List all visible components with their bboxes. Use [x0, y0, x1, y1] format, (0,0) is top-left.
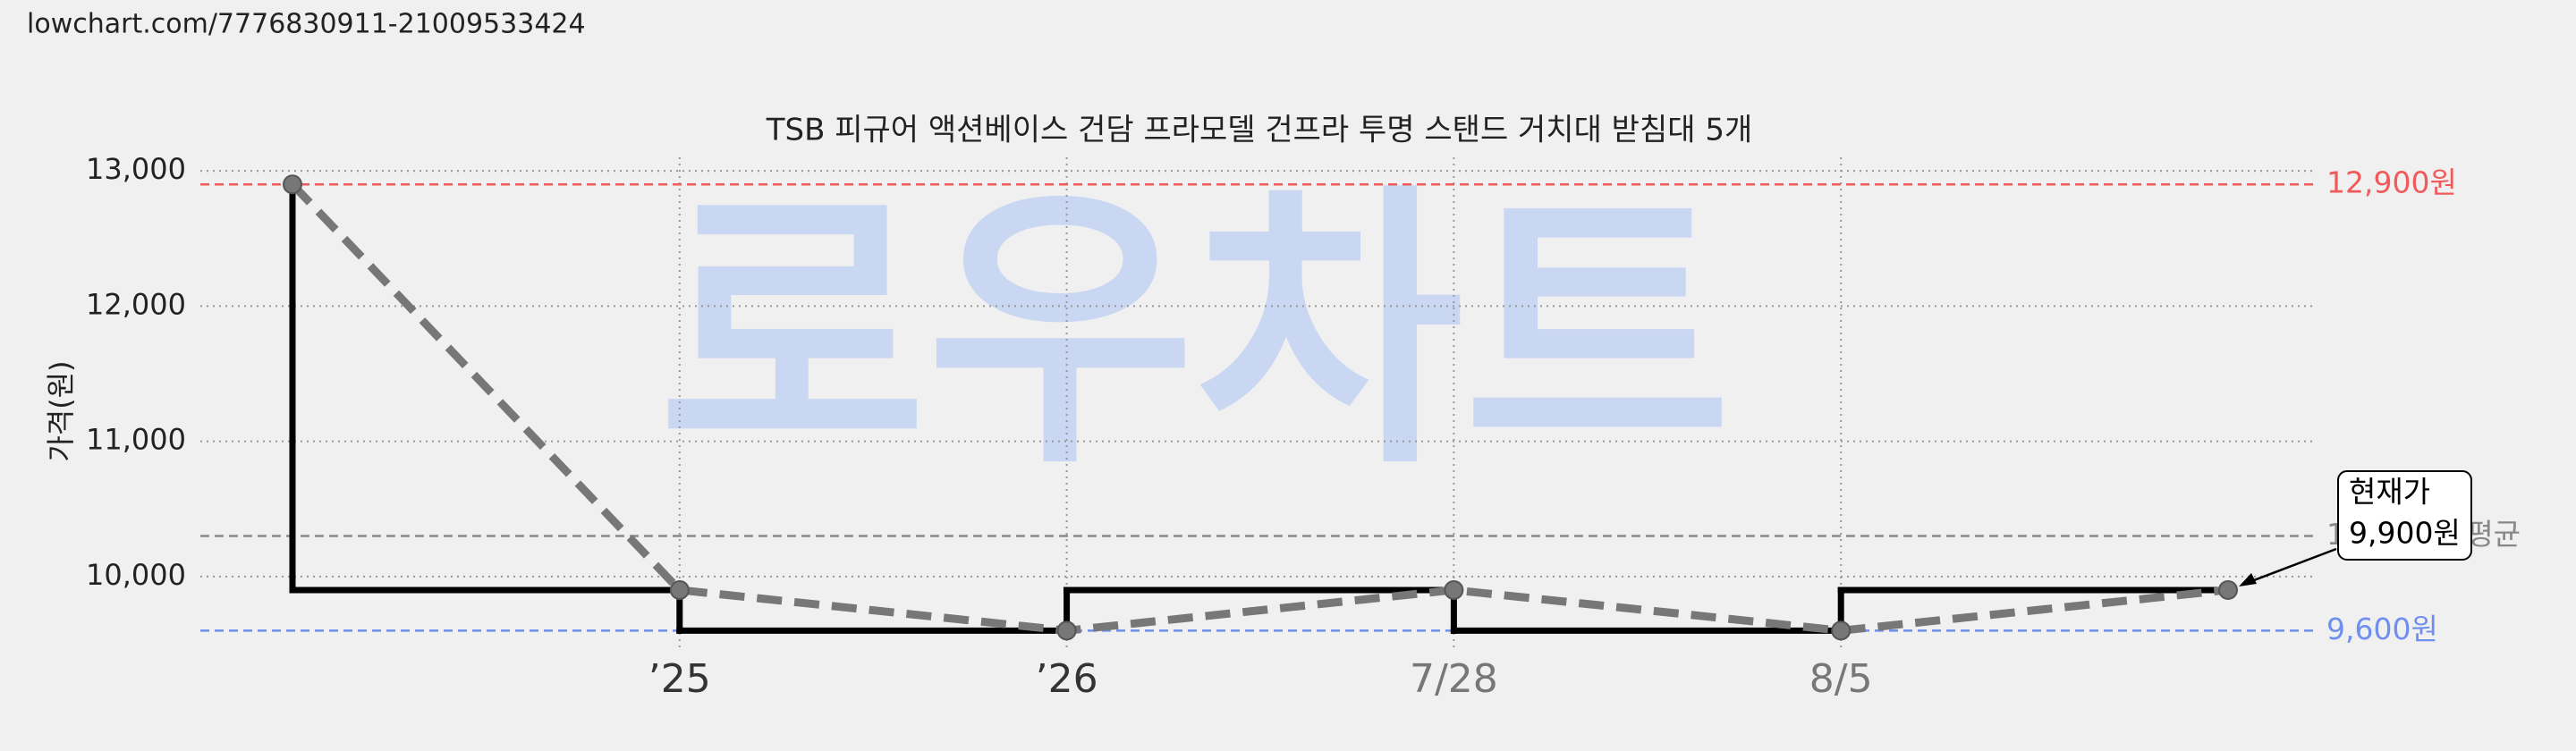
x-tick-label: ’26	[1036, 656, 1098, 702]
annotation-box	[2337, 470, 2472, 561]
y-axis-label: 가격(원)	[44, 360, 78, 461]
page-url: lowchart.com/7776830911-21009533424	[27, 9, 586, 40]
point	[1831, 620, 1852, 641]
annotation-arrow	[2241, 547, 2337, 586]
chart-title: TSB 피규어 액션베이스 건담 프라모델 건프라 투명 스탠드 거치대 받침대…	[766, 113, 1753, 148]
reference-label: 9,600원	[2326, 612, 2438, 646]
annotation-text: 현재가	[2349, 475, 2430, 510]
y-tick-label: 10,000	[86, 558, 186, 592]
y-tick-label: 13,000	[86, 152, 186, 186]
watermark: 로우차트	[658, 160, 1732, 503]
y-tick-label: 12,000	[86, 287, 186, 321]
point	[1444, 579, 1464, 600]
x-tick-label: ’25	[648, 656, 711, 702]
point	[669, 579, 690, 600]
point	[283, 174, 302, 195]
reference-label: 12,900원	[2326, 165, 2457, 200]
x-tick-label: 8/5	[1809, 656, 1873, 702]
point	[1056, 620, 1077, 641]
annotation-arrowhead	[2239, 572, 2257, 586]
price-line	[289, 181, 2229, 635]
y-tick-label: 11,000	[86, 423, 186, 457]
x-tick-label: 7/28	[1410, 656, 1498, 702]
point	[2218, 579, 2238, 600]
annotation-text: 9,900원	[2349, 516, 2461, 551]
